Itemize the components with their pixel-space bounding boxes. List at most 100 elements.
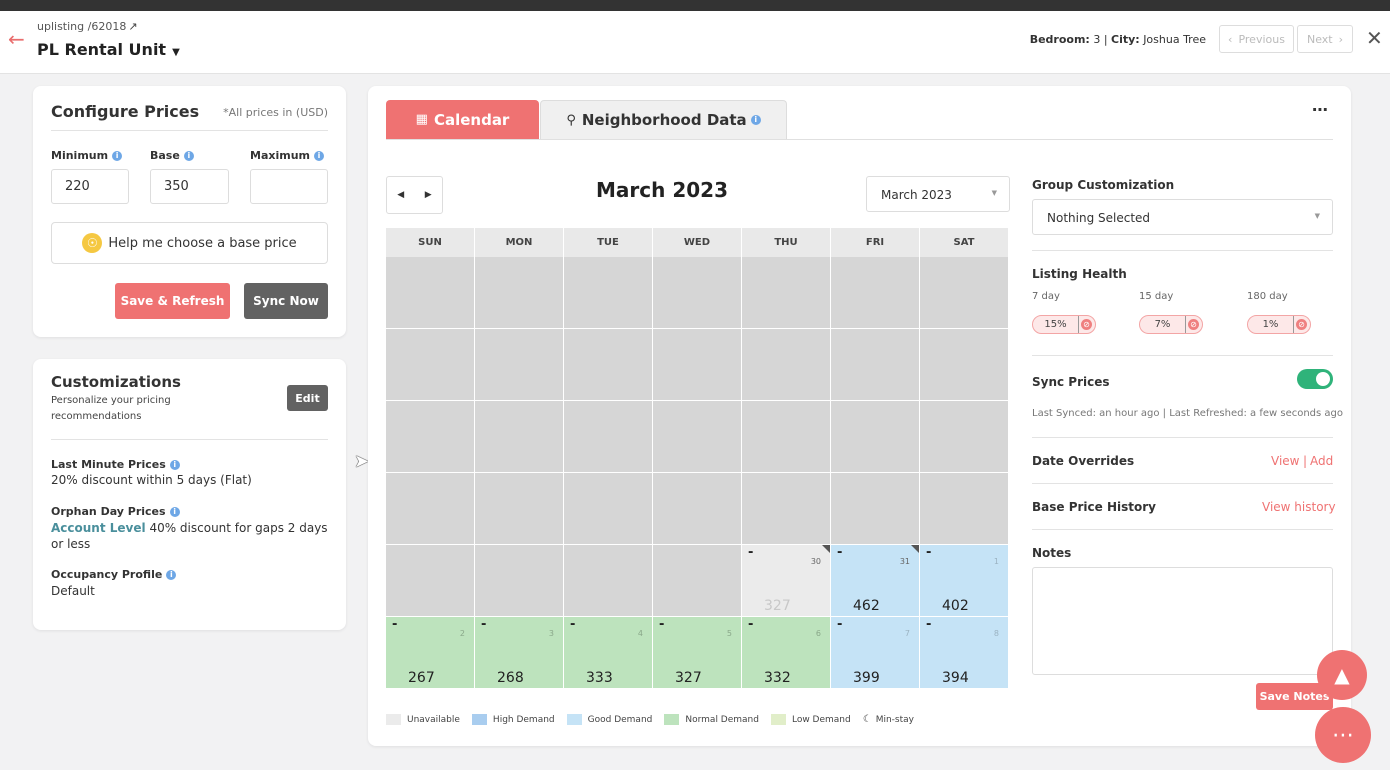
sync-now-button[interactable]: Sync Now — [244, 283, 328, 319]
breadcrumb[interactable]: uplisting /62018 ↗ — [37, 20, 138, 33]
base-price-history-label: Base Price History — [1032, 500, 1156, 514]
day-cell[interactable]: - 5 327 — [653, 617, 742, 689]
empty-day-cell — [653, 401, 742, 473]
configure-prices-card: Configure Prices *All prices in (USD) Mi… — [33, 86, 346, 337]
empty-day-cell — [920, 473, 1009, 545]
day-price: 462 — [853, 598, 880, 614]
health-7-day-label: 7 day — [1032, 291, 1060, 302]
bedroom-value: 3 — [1093, 33, 1101, 46]
next-button[interactable]: Next › — [1297, 25, 1353, 53]
calendar-legend: Unavailable High Demand Good Demand Norm… — [386, 714, 926, 725]
maximum-price-input[interactable] — [250, 169, 328, 204]
month-select[interactable]: March 2023 ▼ — [866, 176, 1010, 212]
listing-meta: Bedroom: 3 | City: Joshua Tree — [1030, 33, 1206, 46]
legend-high-demand: High Demand — [471, 714, 555, 725]
date-overrides-view-link[interactable]: View — [1271, 454, 1300, 468]
base-price-input[interactable]: 350 — [150, 169, 229, 204]
empty-day-cell — [564, 545, 653, 617]
min-stay-dash: - — [926, 545, 932, 560]
divider — [1032, 529, 1333, 530]
empty-day-cell — [831, 257, 920, 329]
sync-prices-toggle[interactable] — [1297, 369, 1333, 389]
view-history-link[interactable]: View history — [1262, 500, 1336, 514]
min-stay-dash: - — [392, 617, 398, 632]
weekday-label: SUN — [386, 228, 475, 257]
next-month-icon[interactable]: ▶ — [424, 190, 432, 200]
min-stay-dash: - — [837, 617, 843, 632]
day-price: 327 — [764, 598, 791, 614]
unit-title: PL Rental Unit — [37, 40, 167, 59]
legend-good-demand: Good Demand — [566, 714, 652, 725]
external-link-icon[interactable]: ↗ — [128, 20, 138, 33]
empty-day-cell — [742, 329, 831, 401]
info-icon[interactable]: i — [750, 115, 761, 125]
min-stay-dash: - — [748, 617, 754, 632]
weekday-header: SUN MON TUE WED THU FRI SAT — [386, 228, 1009, 257]
info-icon[interactable]: i — [183, 151, 194, 161]
back-arrow-icon[interactable]: ← — [8, 27, 25, 51]
empty-day-cell — [475, 473, 564, 545]
calendar-week — [386, 473, 1009, 545]
empty-day-cell — [564, 329, 653, 401]
day-cell[interactable]: - 7 399 — [831, 617, 920, 689]
calendar-week — [386, 257, 1009, 329]
next-label: Next — [1306, 32, 1333, 46]
tab-neighborhood-data[interactable]: ⚲ Neighborhood Data i — [540, 100, 787, 139]
save-refresh-button[interactable]: Save & Refresh — [115, 283, 230, 319]
tab-calendar[interactable]: ▦ Calendar — [386, 100, 539, 139]
close-icon[interactable]: ✕ — [1366, 26, 1383, 50]
day-cell[interactable]: - 8 394 — [920, 617, 1009, 689]
month-title: March 2023 — [596, 178, 728, 202]
day-cell[interactable]: - 4 333 — [564, 617, 653, 689]
health-value: 7% — [1140, 316, 1186, 333]
day-cell[interactable]: - 30 327 — [742, 545, 831, 617]
previous-button[interactable]: ‹ Previous — [1219, 25, 1294, 53]
day-cell[interactable]: - 6 332 — [742, 617, 831, 689]
more-options-icon[interactable]: ⋯ — [1312, 100, 1328, 119]
info-icon[interactable]: i — [169, 507, 180, 517]
day-cell[interactable]: - 2 267 — [386, 617, 475, 689]
empty-day-cell — [475, 545, 564, 617]
empty-day-cell — [386, 473, 475, 545]
day-cell[interactable]: - 3 268 — [475, 617, 564, 689]
chevron-right-icon: › — [1338, 32, 1344, 46]
chat-icon[interactable]: ⋯ — [1315, 707, 1371, 763]
legend-label: Low Demand — [791, 714, 851, 725]
empty-day-cell — [564, 473, 653, 545]
health-180-day-label: 180 day — [1247, 291, 1288, 302]
weekday-label: FRI — [831, 228, 920, 257]
minimum-price-input[interactable]: 220 — [51, 169, 129, 204]
prev-month-icon[interactable]: ◀ — [397, 190, 405, 200]
day-number: 8 — [993, 629, 999, 638]
day-number: 3 — [548, 629, 554, 638]
day-cell[interactable]: - 1 402 — [920, 545, 1009, 617]
divider — [1032, 483, 1333, 484]
empty-day-cell — [742, 257, 831, 329]
occupancy-profile-value: Default — [51, 584, 95, 598]
academy-icon[interactable]: ▲ — [1317, 650, 1367, 700]
min-stay-dash: - — [570, 617, 576, 632]
group-customization-value: Nothing Selected — [1047, 211, 1151, 225]
info-icon[interactable]: i — [112, 151, 123, 161]
health-7-day-badge: 15% ⊘ — [1032, 315, 1096, 334]
legend-normal-demand: Normal Demand — [664, 714, 759, 725]
notes-textarea[interactable] — [1032, 567, 1333, 675]
date-overrides-add-link[interactable]: Add — [1310, 454, 1334, 468]
customizations-title: Customizations — [51, 373, 181, 391]
occupancy-profile-label-text: Occupancy Profile — [51, 568, 163, 581]
browser-top-strip — [0, 0, 1390, 11]
orphan-day-label: Orphan Day Prices i — [51, 505, 180, 518]
group-customization-select[interactable]: Nothing Selected ▼ — [1032, 199, 1333, 235]
breadcrumb-text[interactable]: uplisting /62018 — [37, 20, 127, 33]
info-icon[interactable]: i — [169, 460, 180, 470]
empty-day-cell — [475, 329, 564, 401]
unit-selector[interactable]: PL Rental Unit ▼ — [37, 40, 180, 59]
info-icon[interactable]: i — [166, 570, 177, 580]
empty-day-cell — [831, 329, 920, 401]
legend-swatch — [770, 714, 786, 725]
edit-button[interactable]: Edit — [287, 385, 328, 411]
info-icon[interactable]: i — [314, 151, 324, 161]
legend-min-stay: ☾ Min-stay — [863, 714, 914, 725]
help-base-price-button[interactable]: ☉ Help me choose a base price — [51, 222, 328, 264]
day-cell[interactable]: - 31 462 — [831, 545, 920, 617]
